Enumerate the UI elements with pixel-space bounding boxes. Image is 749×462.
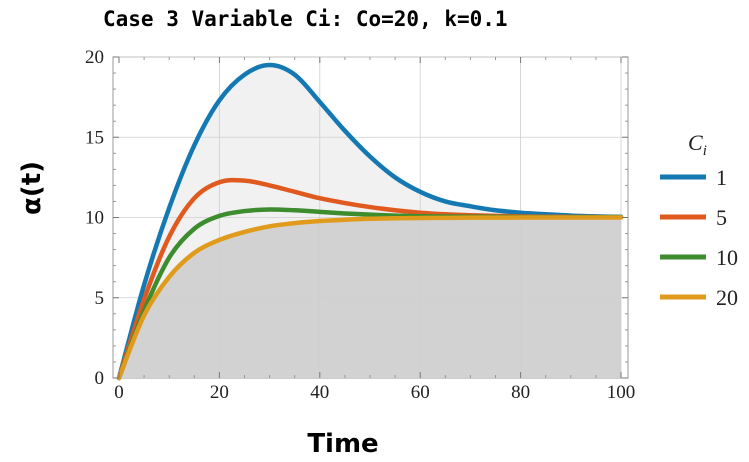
y-tick-label: 15: [85, 127, 104, 148]
x-axis-ticks: 0 20 40 60 80 100: [114, 57, 635, 403]
y-tick-label: 20: [85, 47, 104, 68]
y-tick-label: 5: [95, 288, 105, 309]
series-line-1: [116, 62, 624, 381]
y-tick-label: 0: [95, 368, 105, 389]
legend-title-subscript: i: [703, 143, 707, 159]
legend: Ci 1 5 10 20: [660, 130, 738, 310]
x-axis-label: Time: [307, 429, 378, 459]
chart-title: Case 3 Variable Ci: Co=20, k=0.1: [103, 7, 508, 31]
y-axis-label: α(t): [17, 161, 47, 215]
legend-label-1: 1: [716, 165, 727, 190]
x-tick-label: 80: [511, 382, 530, 403]
y-axis-ticks: 0 5 10 15 20: [85, 47, 628, 389]
legend-label-10: 10: [716, 245, 738, 270]
x-tick-label: 0: [114, 382, 124, 403]
legend-label-20: 20: [716, 285, 738, 310]
y-tick-label: 10: [85, 208, 104, 229]
legend-label-5: 5: [716, 205, 727, 230]
legend-title-main: C: [688, 130, 703, 155]
x-tick-label: 60: [411, 382, 430, 403]
series-line-20: [116, 215, 624, 381]
series-lines: [116, 62, 624, 381]
x-tick-label: 40: [310, 382, 329, 403]
x-tick-label: 100: [607, 382, 636, 403]
legend-title: Ci: [688, 130, 707, 159]
x-tick-label: 20: [210, 382, 229, 403]
